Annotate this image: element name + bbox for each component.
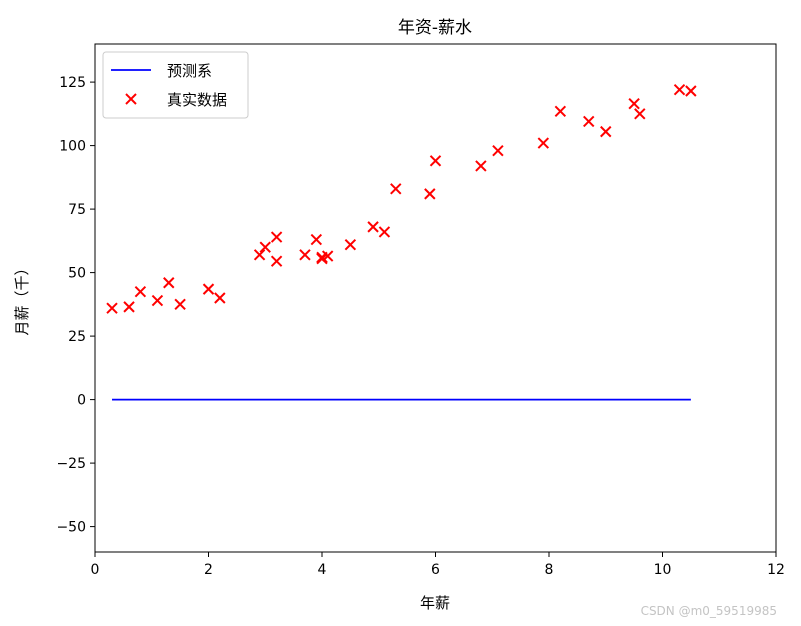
data-point-x-marker [628,97,640,110]
marker-stroke [390,183,402,195]
data-point-x-marker [253,249,266,261]
y-axis-label: 月薪（千） [13,260,31,335]
y-tick-label: −25 [56,456,86,472]
marker-stroke [253,249,266,261]
marker-stroke [492,144,504,157]
data-point-x-marker [270,255,283,267]
marker-stroke [299,249,311,261]
legend-label-prediction: 预测系 [167,62,212,80]
marker-stroke [685,85,697,97]
y-tick-label: 0 [77,393,86,409]
x-axis: 0 2 4 6 8 10 12 [91,552,785,578]
marker-stroke [378,226,391,238]
data-point-x-marker [174,298,186,311]
data-point-x-marker [344,238,357,251]
marker-stroke [537,137,550,149]
x-tick-label: 4 [318,562,327,578]
marker-stroke [123,301,135,313]
data-point-x-marker [367,221,379,233]
data-point-x-marker [685,85,697,97]
marker-stroke [475,160,487,172]
legend-label-actual: 真实数据 [167,91,227,109]
marker-stroke [367,221,379,233]
data-point-x-marker [163,277,175,289]
legend-x-marker [125,93,137,105]
marker-stroke [429,155,442,167]
marker-stroke [554,105,567,118]
x-axis-label: 年薪 [420,594,450,612]
data-point-x-marker [600,125,612,138]
marker-stroke [634,108,646,120]
x-tick-label: 0 [91,562,100,578]
x-tick-label: 10 [654,562,672,578]
y-tick-label: 50 [68,266,86,282]
marker-stroke [344,238,357,251]
data-point-x-marker [554,105,567,118]
data-point-x-marker [202,283,215,295]
data-point-x-marker [492,144,504,157]
marker-stroke [202,283,215,295]
watermark: CSDN @m0_59519985 [640,604,777,618]
marker-stroke [424,188,436,200]
data-point-x-marker [214,292,226,304]
marker-stroke [151,294,164,307]
data-point-x-marker [583,115,595,128]
data-point-x-marker [634,108,646,120]
data-point-x-marker [537,137,550,149]
data-point-x-marker [106,302,118,314]
data-point-x-marker [299,249,311,261]
legend-box [102,51,249,119]
y-tick-label: 25 [68,329,86,345]
data-point-x-marker [316,252,328,265]
marker-stroke [214,292,226,304]
marker-stroke [106,302,118,314]
x-tick-label: 12 [767,562,785,578]
y-axis: −50 −25 0 25 50 75 100 125 [56,75,95,536]
data-point-x-marker [424,188,436,200]
data-point-x-marker [259,241,271,253]
x-tick-label: 2 [204,562,213,578]
marker-stroke [673,84,686,96]
marker-stroke [583,115,595,128]
x-tick-label: 6 [431,562,440,578]
x-tick-label: 8 [545,562,554,578]
legend: 预测系 真实数据 [102,51,249,119]
data-point-x-marker [673,84,686,96]
data-point-x-marker [151,294,164,307]
marker-stroke [270,255,283,267]
data-point-x-marker [270,231,283,243]
plot-area [106,84,697,401]
marker-stroke [316,252,328,265]
marker-stroke [321,250,334,262]
marker-stroke [270,231,283,243]
data-point-x-marker [123,301,135,313]
data-point-x-marker [134,285,147,298]
data-point-x-marker [475,160,487,172]
marker-stroke [628,97,640,110]
y-tick-label: 75 [68,202,86,218]
y-tick-label: 125 [59,75,86,91]
y-tick-label: 100 [59,139,86,155]
chart-title: 年资-薪水 [398,18,472,38]
marker-stroke [600,125,612,138]
data-point-x-marker [321,250,334,262]
marker-stroke [174,298,186,311]
marker-stroke [310,233,323,246]
marker-stroke [259,241,271,253]
axes-frame [94,43,777,553]
y-tick-label: −50 [56,520,86,536]
data-point-x-marker [390,183,402,195]
data-point-x-marker [429,155,442,167]
marker-stroke [134,285,147,298]
data-point-x-marker [378,226,391,238]
marker-stroke [163,277,175,289]
data-point-x-marker [310,233,323,246]
